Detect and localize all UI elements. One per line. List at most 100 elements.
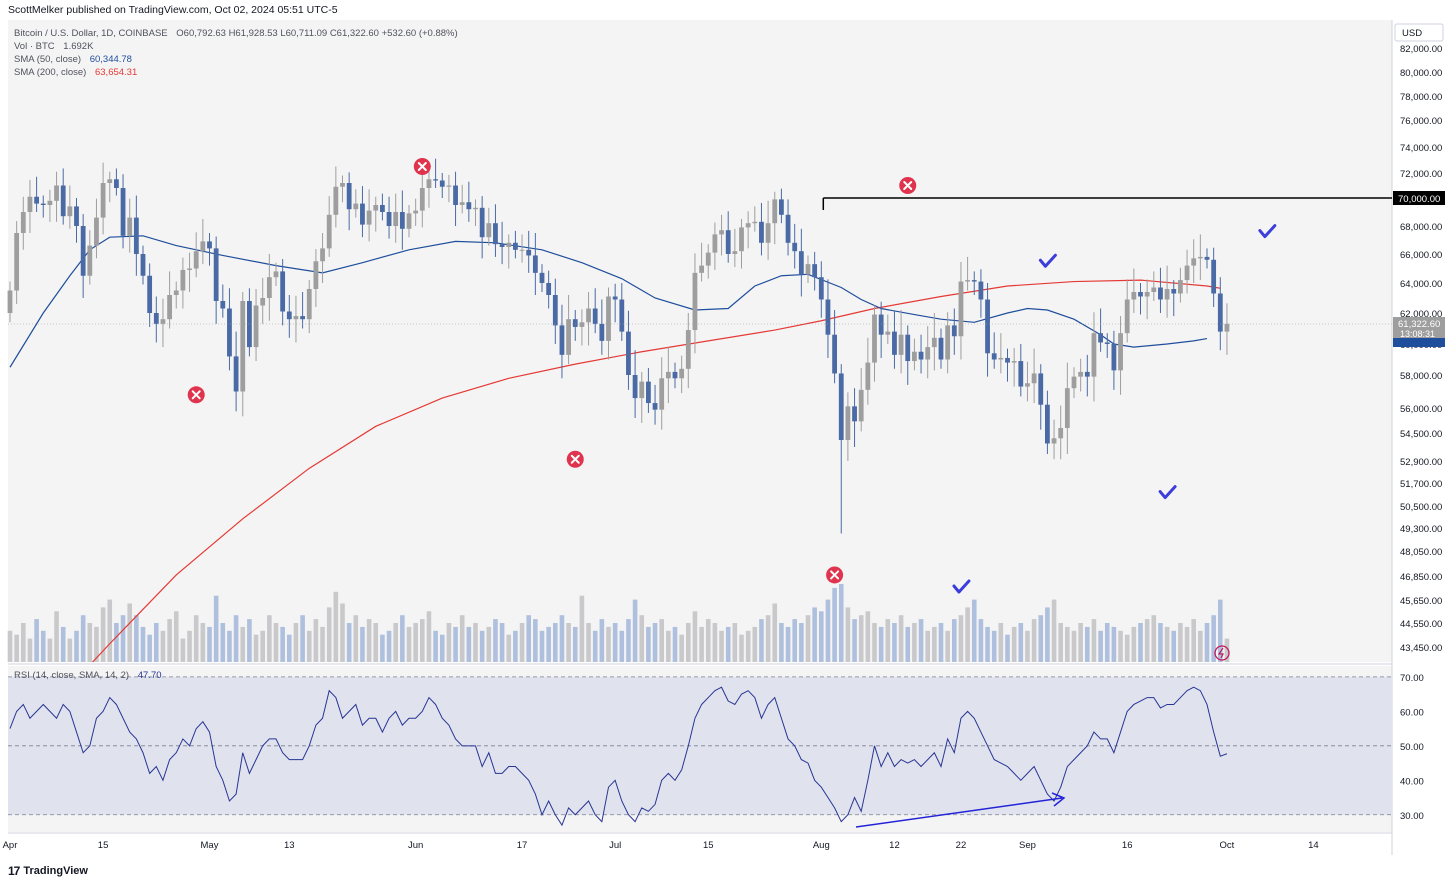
candle-body xyxy=(200,241,206,252)
volume-bar xyxy=(220,623,226,662)
candle-body xyxy=(1064,388,1070,428)
candle-body xyxy=(745,223,751,228)
candle-body xyxy=(1025,383,1030,387)
volume-bar xyxy=(439,634,445,662)
candle-body xyxy=(479,207,485,238)
candle-body xyxy=(173,290,179,295)
volume-bar xyxy=(233,615,239,662)
sma50-label: SMA (50, close) xyxy=(14,54,82,65)
volume-bar xyxy=(1151,615,1157,662)
candle-body xyxy=(965,280,970,282)
volume-bar xyxy=(612,623,618,662)
volume-bar xyxy=(459,615,465,662)
candle-body xyxy=(107,179,113,183)
volume-bar xyxy=(559,615,565,662)
candle-body xyxy=(426,179,432,188)
volume-bar xyxy=(945,630,950,662)
volume-bar xyxy=(333,591,339,662)
tradingview-logo-icon: 17 xyxy=(8,864,20,878)
volume-bar xyxy=(287,634,292,662)
volume-bar xyxy=(386,630,392,662)
price-tick-label: 48,050.00 xyxy=(1400,547,1442,558)
sma200-legend: SMA (200, close) 63,654.31 xyxy=(14,67,137,78)
candle-body xyxy=(439,180,445,187)
volume-bar xyxy=(606,626,611,662)
volume-bar xyxy=(825,599,831,662)
candle-body xyxy=(473,207,478,210)
volume-bar xyxy=(626,619,631,662)
volume-bar xyxy=(619,630,625,662)
volume-bar xyxy=(200,623,206,662)
last-price-label: 61,322.60 xyxy=(1398,319,1440,330)
last-price-tag xyxy=(1393,317,1445,339)
volume-bar xyxy=(426,611,432,662)
candle-body xyxy=(419,188,425,211)
volume-bar xyxy=(779,623,784,662)
volume-bar xyxy=(80,615,86,662)
volume-bar xyxy=(952,619,957,662)
candle-body xyxy=(592,308,598,324)
volume-bar xyxy=(1025,630,1030,662)
volume-bar xyxy=(114,623,119,662)
candle-body xyxy=(373,205,379,211)
candle-body xyxy=(94,217,99,246)
price-tick-label: 45,650.00 xyxy=(1400,596,1442,607)
volume-bar xyxy=(772,603,778,662)
candle-body xyxy=(858,389,864,422)
volume-bar xyxy=(792,619,797,662)
volume-bar xyxy=(686,623,691,662)
candle-body xyxy=(832,334,837,374)
candle-body xyxy=(1038,373,1044,405)
rsi-value: 47.70 xyxy=(137,670,162,681)
candle-body xyxy=(872,314,877,363)
volume-bar xyxy=(1091,619,1097,662)
volume-bar xyxy=(406,626,412,662)
volume-bar xyxy=(918,619,924,662)
candle-body xyxy=(266,277,272,298)
check-mark-icon xyxy=(952,579,971,594)
candle-body xyxy=(446,185,452,187)
candle-body xyxy=(100,183,106,218)
rsi-tick-label: 70.00 xyxy=(1400,673,1424,684)
volume-bar xyxy=(1118,630,1123,662)
volume-bar xyxy=(892,623,897,662)
volume-bar xyxy=(107,599,113,662)
candle-body xyxy=(1124,299,1130,334)
candle-body xyxy=(393,212,399,226)
currency-box xyxy=(1394,23,1444,42)
candle-body xyxy=(572,319,578,327)
candle-body xyxy=(1091,333,1097,377)
price-tick-label: 46,850.00 xyxy=(1400,572,1442,583)
check-mark-icon xyxy=(1258,224,1277,239)
candle-body xyxy=(912,351,917,362)
volume-bar xyxy=(553,623,558,662)
candle-body xyxy=(1051,438,1057,444)
price-pane-background xyxy=(8,20,1392,662)
candle-body xyxy=(798,251,804,275)
candle-body xyxy=(399,212,405,229)
candle-body xyxy=(639,381,645,399)
time-axis-label: 15 xyxy=(703,840,714,851)
currency-label: USD xyxy=(1402,28,1422,39)
volume-bar xyxy=(1131,626,1137,662)
candle-body xyxy=(114,179,119,188)
candle-body xyxy=(532,255,538,273)
volume-bar xyxy=(413,623,418,662)
volume-bar xyxy=(526,615,531,662)
time-axis-label: May xyxy=(201,840,219,851)
volume-bar xyxy=(725,626,731,662)
candle-body xyxy=(74,206,79,226)
x-mark-cross-icon xyxy=(830,570,840,580)
candle-body xyxy=(606,296,611,341)
volume-bar xyxy=(1144,619,1150,662)
volume-bar xyxy=(147,634,152,662)
volume-bar xyxy=(1051,599,1057,662)
candle-body xyxy=(619,299,625,332)
candle-body xyxy=(818,277,824,300)
candle-body xyxy=(991,353,997,360)
candle-body xyxy=(247,301,252,348)
candle-body xyxy=(300,316,305,320)
volume-bar xyxy=(832,587,837,662)
candle-body xyxy=(579,322,585,327)
